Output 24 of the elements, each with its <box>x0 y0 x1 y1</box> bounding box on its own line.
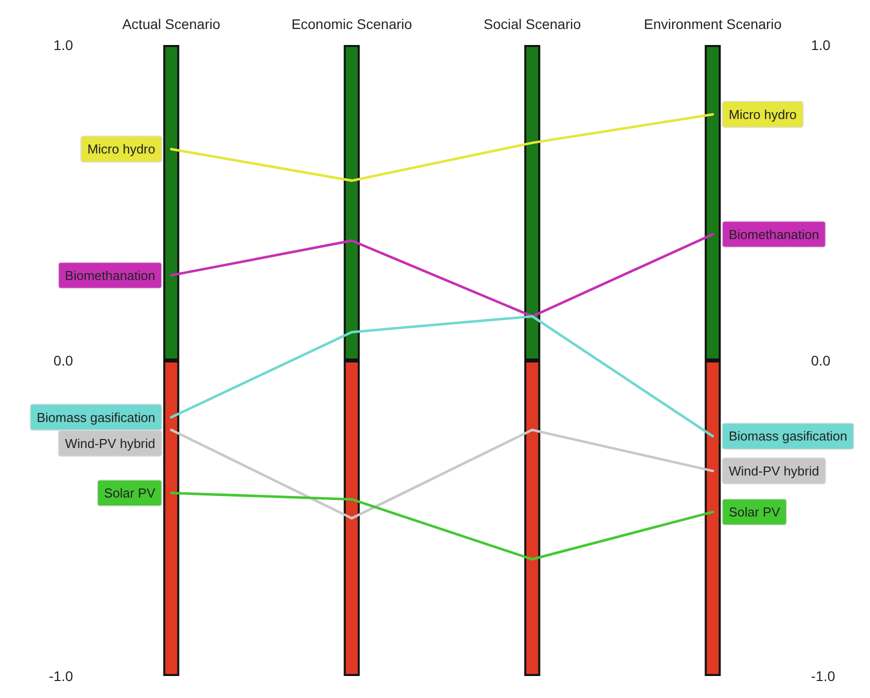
text: Solar PV <box>728 504 780 520</box>
text: Wind-PV hybrid <box>64 436 156 451</box>
y2-tick-label: 1.0 <box>811 37 831 53</box>
y-tick-label: -1.0 <box>48 668 74 684</box>
series-label: Solar PV <box>104 486 156 501</box>
line-series <box>170 492 714 561</box>
y-tick-label: 0.0 <box>54 352 74 368</box>
series-label: Biomass gasification <box>36 410 156 425</box>
text: Micro hydro <box>728 106 797 122</box>
series-label: Biomethanation <box>64 268 156 283</box>
series-label: Micro hydro <box>87 142 156 157</box>
x-tick-label: Actual Scenario <box>122 16 220 32</box>
x-tick-label: Economic Scenario <box>291 16 412 32</box>
text: Biomass gasification <box>728 428 848 444</box>
y-tick-label: 1.0 <box>54 37 74 53</box>
y2-tick-label: -1.0 <box>811 668 836 684</box>
text: Biomethanation <box>728 226 820 242</box>
line-series <box>170 113 714 182</box>
y2-tick-label: 0.0 <box>811 352 831 368</box>
line-series <box>170 315 714 438</box>
line-series <box>170 233 714 318</box>
series-label: Wind-PV hybrid <box>728 463 820 478</box>
x-tick-label: Environment Scenario <box>644 16 782 32</box>
x-tick-label: Social Scenario <box>484 16 582 32</box>
